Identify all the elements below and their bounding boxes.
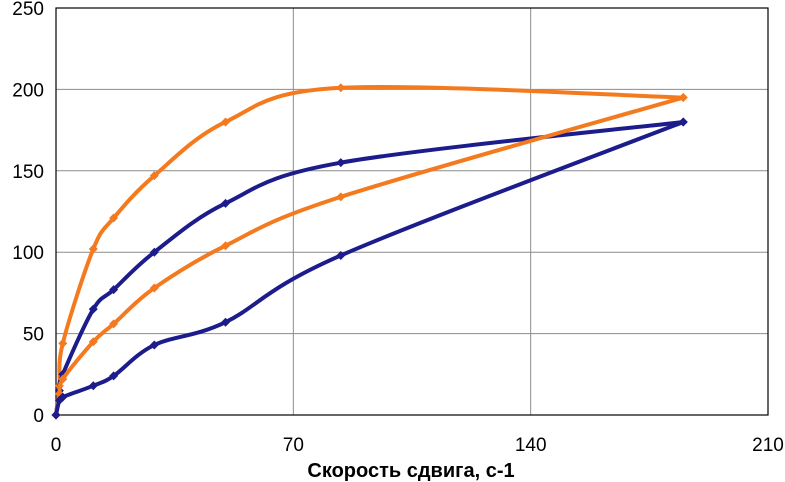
y-axis-tick-labels: 0 50 100 150 200 250 bbox=[12, 0, 44, 427]
data-point-marker bbox=[221, 198, 231, 208]
data-point-marker bbox=[88, 244, 98, 254]
data-point-marker bbox=[678, 93, 688, 103]
series-4 bbox=[51, 117, 688, 420]
data-point-marker bbox=[88, 337, 98, 347]
y-tick-label: 250 bbox=[12, 0, 44, 20]
x-axis-title: Скорость сдвига, с-1 bbox=[307, 460, 514, 482]
y-tick-label: 200 bbox=[12, 80, 44, 101]
series-line bbox=[54, 119, 686, 417]
series-line bbox=[54, 84, 686, 417]
data-point-marker bbox=[336, 250, 346, 260]
series-layer bbox=[51, 83, 688, 420]
data-point-marker bbox=[678, 117, 688, 127]
data-point-marker bbox=[109, 285, 119, 295]
chart-grid bbox=[55, 7, 769, 416]
data-point-marker bbox=[336, 83, 346, 93]
series-2 bbox=[51, 117, 688, 420]
x-tick-label: 70 bbox=[283, 435, 304, 456]
x-tick-label: 210 bbox=[752, 435, 784, 456]
y-tick-label: 0 bbox=[33, 406, 44, 427]
x-tick-label: 140 bbox=[515, 435, 547, 456]
data-point-marker bbox=[58, 338, 68, 348]
plot-area-frame bbox=[55, 7, 769, 416]
data-point-marker bbox=[221, 117, 231, 127]
data-point-marker bbox=[221, 317, 231, 327]
data-point-marker bbox=[109, 371, 119, 381]
data-point-marker bbox=[58, 392, 68, 402]
data-point-marker bbox=[336, 158, 346, 168]
x-tick-label: 0 bbox=[51, 435, 62, 456]
y-tick-label: 100 bbox=[12, 243, 44, 264]
data-point-marker bbox=[51, 410, 61, 420]
data-point-marker bbox=[149, 247, 159, 257]
data-point-marker bbox=[336, 192, 346, 202]
data-point-marker bbox=[109, 319, 119, 329]
series-line bbox=[54, 119, 686, 417]
data-point-marker bbox=[88, 304, 98, 314]
data-point-marker bbox=[149, 340, 159, 350]
data-point-marker bbox=[221, 241, 231, 251]
data-point-marker bbox=[149, 171, 159, 181]
y-tick-label: 150 bbox=[12, 162, 44, 183]
data-point-marker bbox=[58, 374, 68, 384]
y-tick-label: 50 bbox=[23, 325, 44, 346]
data-point-marker bbox=[88, 381, 98, 391]
x-axis-tick-labels: 0 70 140 210 bbox=[51, 435, 784, 456]
series-line bbox=[54, 95, 686, 417]
data-point-marker bbox=[149, 283, 159, 293]
data-point-marker bbox=[109, 213, 119, 223]
